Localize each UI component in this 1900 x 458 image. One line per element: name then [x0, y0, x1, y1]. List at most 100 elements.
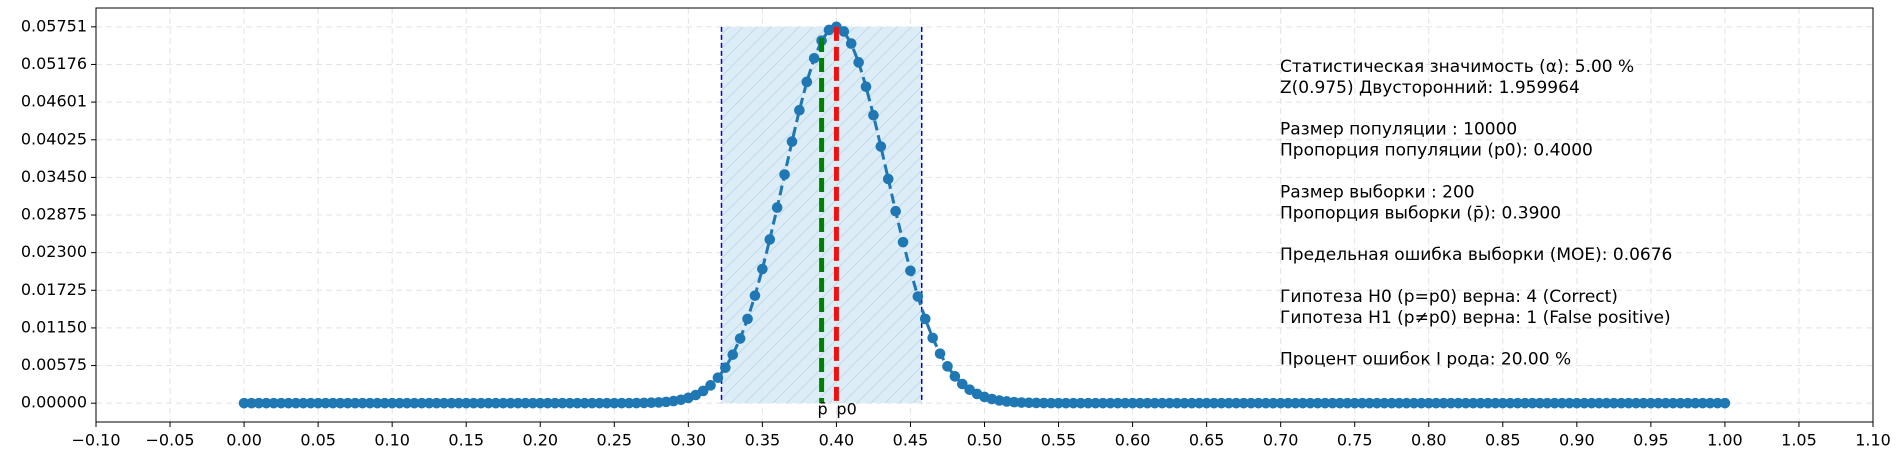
data-point [1497, 397, 1509, 409]
y-tick-label: 0.02875 [21, 205, 87, 224]
data-point [438, 397, 450, 409]
y-tick-label: 0.02300 [21, 242, 87, 261]
annotation: Пропорция популяции (p0): 0.4000 [1280, 141, 1593, 161]
x-tick-label: 0.50 [967, 431, 1003, 450]
data-point [290, 397, 302, 409]
data-point [1142, 397, 1153, 409]
data-point [1201, 397, 1212, 409]
data-point [1386, 397, 1398, 409]
data-point [1327, 397, 1338, 409]
data-point [549, 397, 561, 409]
data-point [742, 313, 753, 325]
data-point [246, 397, 257, 409]
data-point [1245, 397, 1257, 409]
data-point [460, 397, 472, 409]
data-point [875, 141, 887, 152]
data-point [594, 397, 605, 409]
data-point [608, 397, 620, 409]
data-point [1230, 397, 1242, 409]
data-point [1179, 397, 1190, 409]
x-tick-label: 1.00 [1707, 431, 1743, 450]
x-tick-label: 0.35 [745, 431, 781, 450]
data-point [1290, 397, 1301, 409]
data-point [949, 371, 961, 382]
data-point [1356, 397, 1368, 409]
data-point [453, 397, 465, 409]
data-point [912, 291, 924, 302]
data-point [845, 38, 857, 49]
data-point [394, 397, 405, 409]
data-point [1016, 397, 1027, 408]
x-tick-label: 0.55 [1041, 431, 1077, 450]
data-point [305, 397, 317, 409]
data-point [1704, 397, 1716, 409]
data-point [1193, 397, 1205, 409]
data-point [1578, 397, 1590, 409]
data-point [1519, 397, 1531, 409]
data-point [327, 397, 339, 409]
data-point [1416, 397, 1427, 409]
data-point [268, 397, 280, 409]
data-point [423, 397, 435, 409]
annotation: Предельная ошибка выборки (MOE): 0.0676 [1280, 245, 1672, 265]
data-point [786, 136, 798, 147]
data-point [1423, 397, 1435, 409]
data-point [571, 397, 583, 409]
data-point [1164, 397, 1175, 409]
x-tick-label: 1.05 [1781, 431, 1817, 450]
x-tick-label: 0.75 [1337, 431, 1373, 450]
data-point [260, 397, 272, 409]
data-point [1364, 397, 1375, 409]
plot-frame [95, 7, 1874, 423]
data-point [468, 397, 479, 409]
data-point [557, 397, 568, 409]
data-point [734, 333, 746, 344]
data-point [483, 397, 494, 409]
data-point [505, 397, 516, 409]
data-point [1045, 397, 1057, 409]
data-point [1453, 397, 1464, 409]
x-tick-label: 0.70 [1263, 431, 1299, 450]
x-tick-label: 0.85 [1485, 431, 1521, 450]
data-point [409, 397, 420, 409]
data-point [520, 397, 531, 409]
reference-label: p̄ [818, 400, 828, 419]
data-point [1134, 397, 1146, 409]
data-point [749, 290, 761, 301]
annotation: Размер популяции : 10000 [1280, 120, 1517, 140]
y-tick-label: 0.04025 [21, 129, 87, 148]
data-point [475, 397, 487, 409]
data-point [1149, 397, 1161, 409]
data-point [1060, 397, 1072, 409]
data-point [1445, 397, 1457, 409]
x-tick-label: 0.25 [596, 431, 632, 450]
data-point [1267, 397, 1279, 409]
data-point [364, 397, 376, 409]
data-point [616, 397, 627, 409]
x-tick-label: 0.00 [226, 431, 262, 450]
data-point [1438, 397, 1449, 409]
data-point [542, 397, 553, 409]
x-tick-label: 0.65 [1189, 431, 1225, 450]
y-tick-label: 0.04601 [21, 92, 87, 111]
data-point [771, 202, 783, 213]
x-tick-label: 0.95 [1633, 431, 1669, 450]
data-point [882, 173, 894, 185]
data-point [490, 397, 502, 409]
data-point [283, 397, 294, 409]
data-point [1053, 397, 1064, 409]
data-point [1623, 397, 1634, 409]
data-point [631, 397, 642, 409]
x-tick-label: 0.60 [1115, 431, 1151, 450]
data-point [1593, 397, 1605, 409]
data-point [705, 380, 716, 391]
data-point [564, 397, 576, 409]
x-tick-label: 0.20 [522, 431, 558, 450]
data-point [238, 397, 250, 409]
data-point [727, 349, 739, 360]
data-point [1638, 397, 1649, 409]
data-point [298, 397, 309, 409]
data-point [1238, 397, 1249, 409]
data-point [1031, 397, 1042, 409]
